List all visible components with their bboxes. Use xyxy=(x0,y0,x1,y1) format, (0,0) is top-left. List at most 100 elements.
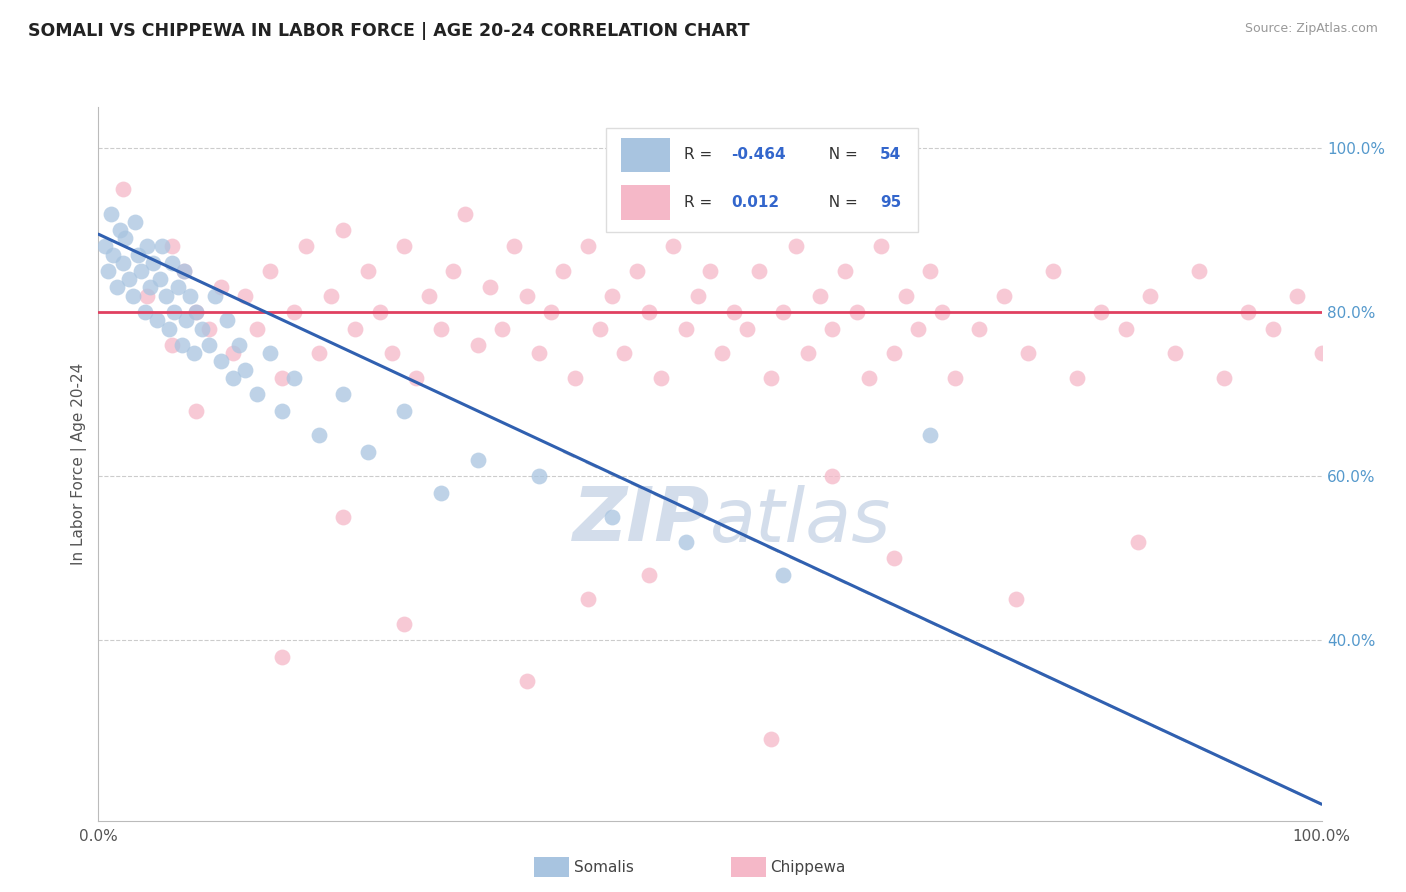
FancyBboxPatch shape xyxy=(606,128,918,232)
Point xyxy=(723,305,745,319)
Point xyxy=(246,321,269,335)
Point xyxy=(176,313,198,327)
Point xyxy=(1237,305,1260,319)
Point xyxy=(1128,534,1150,549)
Text: R =: R = xyxy=(685,194,717,210)
Bar xyxy=(620,186,669,219)
Point xyxy=(638,305,661,319)
Point xyxy=(858,370,880,384)
Point xyxy=(332,223,354,237)
Point xyxy=(308,346,330,360)
Point xyxy=(1310,346,1333,360)
Point xyxy=(589,321,612,335)
Point xyxy=(173,264,195,278)
Point xyxy=(993,288,1015,302)
Point xyxy=(576,239,599,253)
Point xyxy=(797,346,820,360)
Point xyxy=(1212,370,1234,384)
Point xyxy=(467,452,489,467)
Point xyxy=(564,370,586,384)
Point xyxy=(186,403,208,417)
Point xyxy=(540,305,562,319)
Point xyxy=(118,272,141,286)
Point xyxy=(97,264,120,278)
Point xyxy=(209,280,232,294)
Point xyxy=(246,387,269,401)
Point xyxy=(332,387,354,401)
Point xyxy=(233,288,256,302)
Point xyxy=(920,428,942,442)
Point xyxy=(821,469,844,483)
Point xyxy=(149,272,172,286)
Point xyxy=(222,370,245,384)
Point xyxy=(845,305,868,319)
Point xyxy=(228,338,250,352)
Point xyxy=(186,305,208,319)
Point xyxy=(110,223,132,237)
Point xyxy=(111,182,134,196)
Point xyxy=(197,321,219,335)
Point xyxy=(650,370,672,384)
Point xyxy=(1066,370,1088,384)
Point xyxy=(191,321,214,335)
Point xyxy=(834,264,856,278)
Text: atlas: atlas xyxy=(710,485,891,557)
Text: 95: 95 xyxy=(880,194,901,210)
Text: Somalis: Somalis xyxy=(574,860,634,874)
Point xyxy=(295,239,318,253)
Point xyxy=(907,321,929,335)
Point xyxy=(270,370,294,384)
Point xyxy=(430,485,453,500)
Point xyxy=(204,288,226,302)
Point xyxy=(686,288,709,302)
Text: ZIP: ZIP xyxy=(572,484,710,558)
Point xyxy=(699,264,721,278)
Point xyxy=(821,321,844,335)
Point xyxy=(222,346,245,360)
Text: -0.464: -0.464 xyxy=(731,147,786,162)
Point xyxy=(160,338,183,352)
Point xyxy=(142,256,165,270)
Point xyxy=(259,264,281,278)
Point xyxy=(163,305,186,319)
Point xyxy=(405,370,427,384)
Point xyxy=(368,305,391,319)
Point xyxy=(332,510,354,524)
Point xyxy=(129,264,152,278)
Point xyxy=(111,256,134,270)
Point xyxy=(319,288,342,302)
Point xyxy=(515,288,537,302)
Point xyxy=(441,264,464,278)
Point xyxy=(146,313,169,327)
Point xyxy=(1090,305,1112,319)
Point xyxy=(430,321,453,335)
Point xyxy=(1004,592,1026,607)
Text: Source: ZipAtlas.com: Source: ZipAtlas.com xyxy=(1244,22,1378,36)
Point xyxy=(100,207,122,221)
Point xyxy=(167,280,190,294)
Bar xyxy=(620,137,669,172)
Point xyxy=(127,248,149,262)
Point xyxy=(515,674,537,689)
Point xyxy=(943,370,966,384)
Point xyxy=(1261,321,1284,335)
Point xyxy=(136,239,159,253)
Point xyxy=(134,305,156,319)
Point xyxy=(772,567,794,582)
Point xyxy=(883,551,905,566)
Point xyxy=(662,239,685,253)
Point xyxy=(356,264,378,278)
Point xyxy=(121,288,143,302)
Point xyxy=(344,321,367,335)
Point xyxy=(785,239,807,253)
Point xyxy=(808,288,831,302)
Point xyxy=(183,346,205,360)
Point xyxy=(93,239,115,253)
Point xyxy=(527,346,550,360)
Point xyxy=(160,239,183,253)
Text: SOMALI VS CHIPPEWA IN LABOR FORCE | AGE 20-24 CORRELATION CHART: SOMALI VS CHIPPEWA IN LABOR FORCE | AGE … xyxy=(28,22,749,40)
Point xyxy=(157,321,180,335)
Point xyxy=(613,346,636,360)
Text: Chippewa: Chippewa xyxy=(770,860,846,874)
Point xyxy=(748,264,770,278)
